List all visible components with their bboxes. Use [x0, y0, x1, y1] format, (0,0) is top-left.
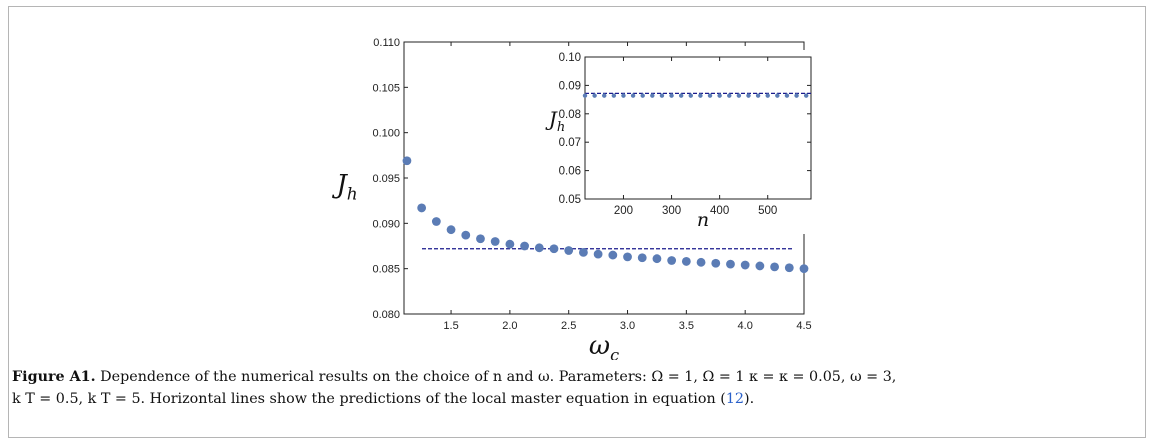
main-data-point [799, 264, 809, 274]
inset-data-point [640, 93, 645, 98]
main-y-tick-label: 0.105 [372, 82, 400, 94]
inset-plot: 200 300 400 500 0.05 0.06 0.07 0.08 0.09 0.10 n Jh [545, 50, 818, 234]
main-data-point [652, 254, 662, 264]
main-y-axis-label: Jh [331, 170, 357, 204]
main-data-point [549, 244, 559, 254]
equation-reference-link[interactable]: 12 [725, 391, 745, 407]
caption-text-1: Dependence of the numerical results on t… [95, 369, 897, 385]
inset-data-point [717, 93, 722, 98]
inset-x-tick-label: 400 [710, 205, 729, 217]
main-data-point [579, 247, 588, 257]
main-data-point [608, 250, 618, 260]
main-data-point [667, 256, 677, 265]
main-data-point [696, 257, 706, 267]
inset-data-point [611, 93, 617, 98]
main-data-point [505, 239, 515, 249]
main-data-point [446, 225, 456, 235]
inset-data-point [630, 93, 636, 98]
inset-data-point [650, 93, 655, 98]
inset-data-point [669, 93, 674, 98]
main-data-point [476, 234, 485, 244]
main-y-tick-label: 0.095 [372, 173, 400, 185]
main-x-tick-label: 4.0 [738, 320, 753, 332]
main-x-tick-label: 1.5 [443, 320, 458, 332]
inset-y-tick-label: 0.05 [559, 194, 581, 206]
inset-axes-frame [584, 56, 812, 200]
inset-x-tick-label: 300 [662, 205, 681, 217]
main-data-point [534, 243, 544, 253]
inset-data-point [803, 93, 809, 98]
inset-data-point [659, 93, 665, 98]
inset-data-point [794, 93, 799, 98]
inset-data-point [707, 93, 713, 98]
inset-data-point [784, 93, 790, 98]
main-x-tick-label: 3.0 [620, 320, 635, 332]
main-x-tick-label: 2.5 [561, 320, 576, 332]
main-y-tick-label: 0.080 [372, 309, 400, 321]
inset-y-axis-label: Jh [545, 107, 565, 135]
main-y-tick-label: 0.085 [372, 264, 400, 276]
caption-text-2: k T = 0.5, k T = 5. Horizontal lines sho… [12, 391, 726, 407]
inset-data-point [621, 93, 626, 98]
caption-text-3: ). [744, 391, 755, 407]
inset-y-tick-label: 0.06 [559, 166, 581, 178]
main-plot: 1.5 2.0 2.5 3.0 3.5 4.0 4.5 0.080 0.085 0.090 0.09… [331, 37, 811, 360]
inset-data-point [582, 93, 588, 98]
main-data-point [402, 156, 412, 166]
main-data-point [431, 217, 441, 226]
inset-y-tick-label: 0.09 [559, 80, 581, 92]
inset-data-point [775, 93, 780, 98]
main-data-point [637, 253, 647, 263]
main-data-point [711, 258, 721, 268]
main-y-tick-label: 0.090 [372, 218, 400, 230]
inset-x-tick-label: 200 [614, 205, 633, 217]
main-data-point [564, 246, 574, 255]
inset-data-point [602, 93, 607, 98]
inset-data-point [688, 93, 693, 98]
figure-caption: Figure A1. Dependence of the numerical r… [12, 366, 1122, 410]
inset-y-tick-label: 0.07 [559, 137, 581, 149]
main-data-point [593, 249, 603, 259]
main-data-point [740, 260, 750, 270]
main-data-point [755, 261, 765, 271]
inset-x-axis-label: n [697, 209, 709, 231]
inset-data-point [746, 93, 751, 98]
caption-line-1: Figure A1. Dependence of the numerical r… [12, 366, 1122, 388]
main-data-point [784, 263, 794, 273]
inset-data-point [765, 93, 770, 98]
figure-chart: 1.5 2.0 2.5 3.0 3.5 4.0 4.5 0.080 0.085 0.090 0.09… [331, 37, 818, 360]
main-x-axis-label: ωc [589, 331, 619, 360]
inset-y-tick-label: 0.10 [559, 52, 581, 64]
main-x-tick-label: 2.0 [502, 320, 517, 332]
main-data-point [623, 252, 632, 262]
main-data-point [490, 237, 500, 246]
main-data-point [520, 241, 529, 251]
inset-data-point [727, 93, 732, 98]
inset-data-point [698, 93, 703, 98]
main-data-point [681, 257, 691, 266]
main-y-tick-label: 0.100 [372, 128, 400, 140]
inset-data-point [592, 93, 597, 98]
main-data-point [417, 203, 427, 213]
inset-data-point [678, 93, 684, 98]
main-data-point [726, 259, 735, 269]
inset-data-point [736, 93, 742, 98]
inset-y-tick-label: 0.08 [559, 109, 581, 121]
inset-x-tick-label: 500 [758, 205, 777, 217]
main-x-tick-label: 4.5 [796, 320, 811, 332]
main-x-tick-label: 3.5 [679, 320, 694, 332]
inset-data-point [755, 93, 761, 98]
main-y-tick-label: 0.110 [373, 37, 400, 49]
caption-label: Figure A1. [12, 369, 96, 385]
main-data-point [461, 230, 471, 240]
main-data-point [770, 262, 779, 272]
caption-line-2: k T = 0.5, k T = 5. Horizontal lines sho… [12, 388, 1122, 410]
inset-background [548, 50, 818, 234]
